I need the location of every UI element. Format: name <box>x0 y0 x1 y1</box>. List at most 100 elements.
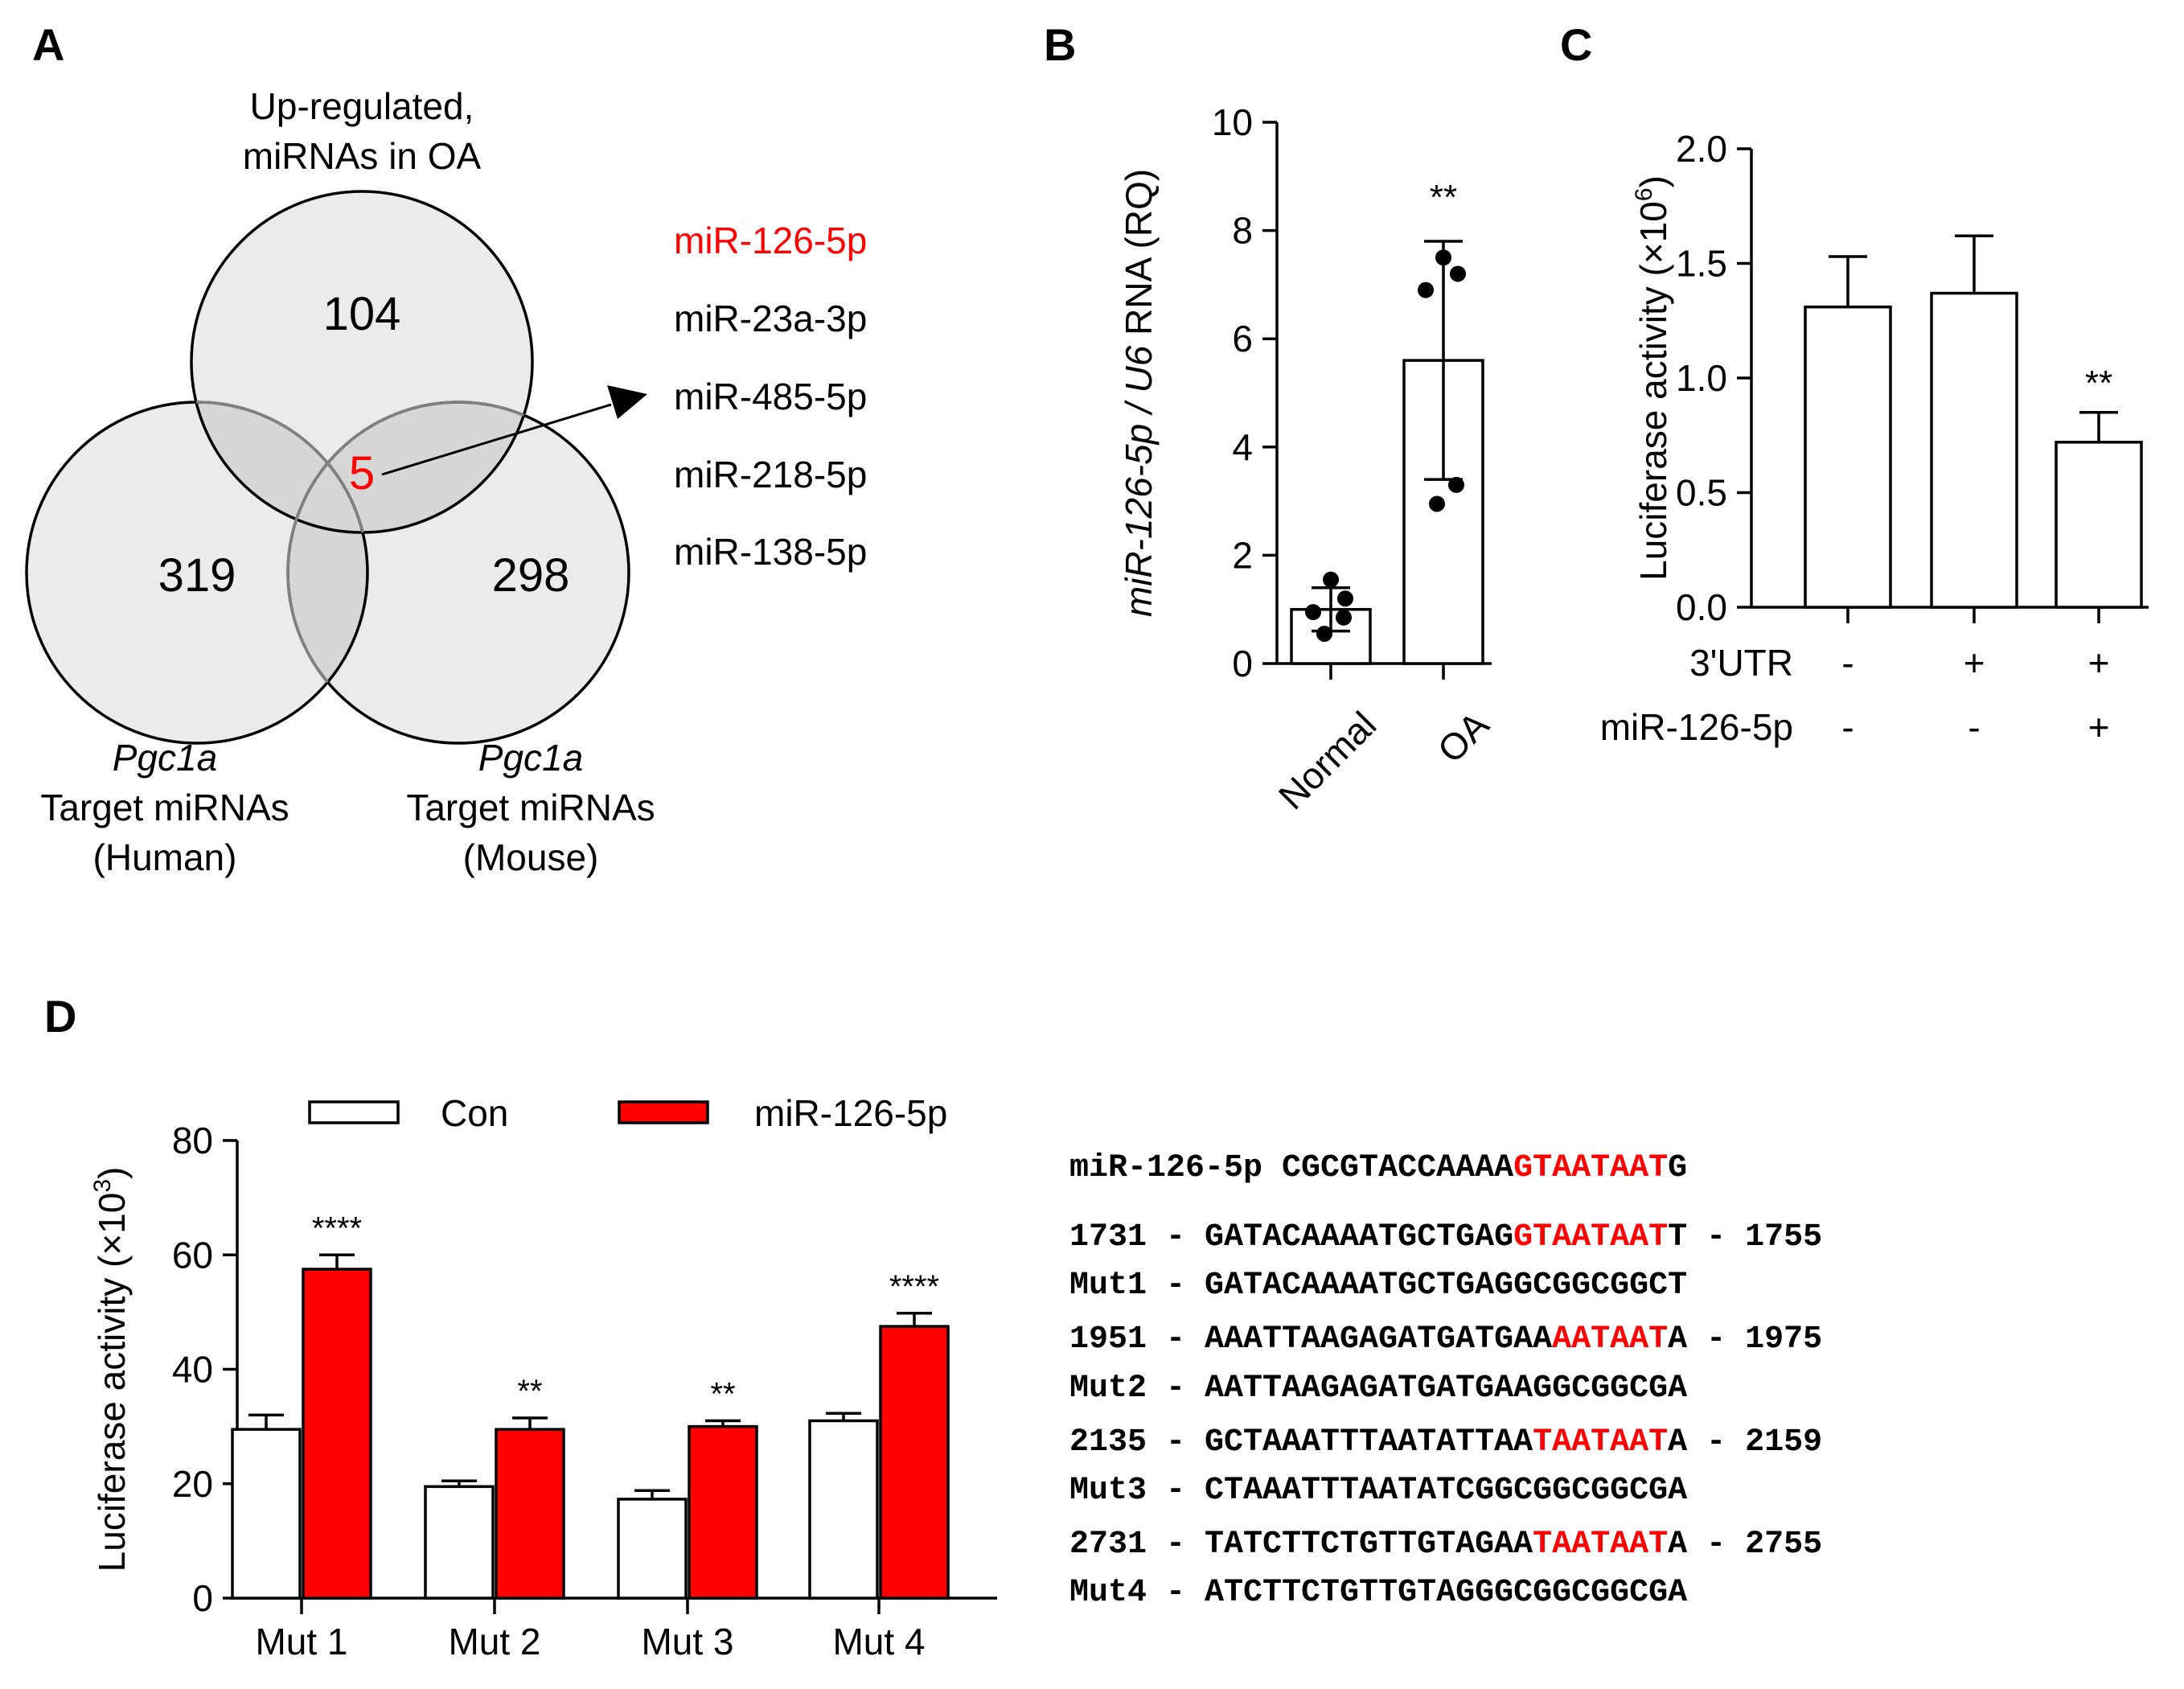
venn-top-label-line1: Up-regulated, <box>250 85 474 127</box>
y-tick-label: 8 <box>1232 210 1253 252</box>
data-point <box>1323 571 1339 588</box>
y-tick-label: 6 <box>1232 318 1253 360</box>
significance-label: ** <box>2085 364 2112 403</box>
venn-top-label-line2: miRNAs in OA <box>243 135 482 177</box>
sequence-row: Mut3 - CTAAATTTAATATCGGCGGCGGCGA <box>1069 1473 1687 1509</box>
x-tick-label: OA <box>1430 703 1497 771</box>
sequence-text: Mut4 - ATCTTCTGTTGTAGGGCGGCGGCGA <box>1069 1575 1687 1611</box>
y-tick-label: 0 <box>192 1577 213 1619</box>
y-axis-label-part: ) <box>1632 175 1674 187</box>
sequence-row: 2731 - TATCTTCTGTTGTAGAATAATAATA - 2755 <box>1069 1527 1822 1563</box>
mirna-list-item: miR-218-5p <box>674 454 867 495</box>
data-point <box>1435 249 1451 266</box>
y-tick-label: 0.0 <box>1676 586 1727 628</box>
venn-right-label-line3: (Mouse) <box>463 836 599 878</box>
sequence-text: G <box>1668 1150 1687 1186</box>
y-tick-label: 1.0 <box>1676 357 1727 399</box>
bar-mir <box>302 1268 372 1600</box>
sequence-text: 1951 - AAATTAAGAGATGATGAA <box>1069 1321 1552 1358</box>
sequence-row: Mut2 - AATTAAGAGATGATGAAGGCGGCGA <box>1069 1371 1687 1407</box>
significance-label: ** <box>1430 178 1457 217</box>
panel-letter-d: D <box>44 991 76 1042</box>
sequence-text: Mut2 - AATTAAGAGATGATGAAGGCGGCGA <box>1069 1371 1687 1407</box>
venn-count-top: 104 <box>323 288 401 340</box>
data-point <box>1305 604 1321 621</box>
y-tick-label: 40 <box>172 1349 213 1391</box>
y-axis-label: miR-126-5p / U6 RNA (RQ) <box>1118 169 1160 617</box>
legend-label: Con <box>441 1092 508 1134</box>
y-axis-label-part: Luciferase activity (×10 <box>91 1193 133 1572</box>
y-tick-label: 80 <box>172 1120 213 1161</box>
sequence-text: Mut1 - GATACAAAATGCTGAGGCGGCGGCT <box>1069 1268 1687 1304</box>
venn-arrow-head <box>607 385 647 419</box>
data-point <box>1336 609 1352 626</box>
bar-mir <box>688 1424 758 1600</box>
bar-mir <box>495 1428 565 1600</box>
y-axis-label: Luciferase activity (×106) <box>1631 175 1674 581</box>
chart-b: 0 2 4 6 8 10 Normal ** OA miR-126-5p / U6 RNA (RQ… <box>1118 101 1497 817</box>
data-point <box>1448 476 1464 493</box>
y-axis-label-part: RNA (RQ) <box>1118 169 1160 346</box>
significance-label: ** <box>710 1377 735 1412</box>
y-tick-label: 1.5 <box>1676 243 1727 285</box>
sequence-seed-highlight: TAATAAT <box>1533 1424 1668 1461</box>
sequence-text: 2135 - GCTAAATTTAATATTAA <box>1069 1424 1533 1461</box>
y-axis-label-part: ) <box>91 1167 133 1179</box>
venn-arrow-line <box>381 403 612 476</box>
legend-swatch <box>618 1100 709 1124</box>
bar <box>2055 441 2143 609</box>
sequence-row: Mut1 - GATACAAAATGCTGAGGCGGCGGCT <box>1069 1268 1687 1304</box>
mirna-list-item: miR-138-5p <box>674 531 867 573</box>
venn-right-label-gene: Pgc1a <box>478 737 583 779</box>
sequence-text: miR-126-5p CGCGTACCAAAA <box>1069 1150 1513 1186</box>
venn-left-label-line2: Target miRNAs <box>40 787 289 828</box>
y-axis-label-exponent: 6 <box>1631 187 1657 201</box>
chart-d: 0 20 40 60 80 **** Mut 1 ** Mut 2 ** Mut 3 **** Mut … <box>89 1092 997 1662</box>
panel-letter-b: B <box>1044 19 1076 70</box>
y-tick-label: 0 <box>1232 643 1253 684</box>
venn-left-label-line3: (Human) <box>93 836 237 878</box>
sequence-row: 1731 - GATACAAAATGCTGAGGTAATAATT - 1755 <box>1069 1219 1822 1255</box>
sequence-text: A - 2755 <box>1668 1527 1822 1563</box>
condition-value: - <box>1968 706 1980 748</box>
venn-arc-left-in-top <box>191 401 369 532</box>
venn-right-label-line2: Target miRNAs <box>406 787 655 828</box>
y-axis-label-part: U6 <box>1118 345 1160 392</box>
mirna-list-item: miR-23a-3p <box>674 298 867 339</box>
significance-label: **** <box>889 1269 939 1305</box>
y-axis-label-part: miR-126-5p / <box>1118 392 1160 617</box>
sequence-text: 2731 - TATCTTCTGTTGTAGAA <box>1069 1527 1533 1563</box>
venn-arc-right-in-left <box>286 402 367 743</box>
y-tick-label: 4 <box>1232 426 1253 468</box>
venn-count-right: 298 <box>492 549 570 602</box>
panel-letter-c: C <box>1560 19 1592 70</box>
x-tick-label: Normal <box>1271 704 1385 818</box>
bar-con <box>231 1428 302 1600</box>
data-point <box>1418 282 1434 298</box>
condition-value: - <box>1841 642 1854 684</box>
sequence-text: T - 1755 <box>1668 1219 1822 1255</box>
y-tick-label: 20 <box>172 1463 213 1505</box>
x-tick-label: Mut 1 <box>255 1621 347 1662</box>
y-axis-label-part: Luciferase activity (×10 <box>1632 201 1674 581</box>
venn-diagram: Up-regulated, miRNAs in OA 104 319 298 5… <box>25 85 867 878</box>
legend-label: miR-126-5p <box>754 1092 947 1134</box>
y-axis-label-exponent: 3 <box>89 1179 116 1193</box>
data-point <box>1316 625 1332 642</box>
sequence-row: Mut4 - ATCTTCTGTTGTAGGGCGGCGGCGA <box>1069 1575 1687 1611</box>
y-tick-label: 0.5 <box>1676 472 1727 514</box>
significance-label: ** <box>517 1374 542 1409</box>
legend-swatch <box>308 1100 400 1124</box>
bar-con <box>617 1498 688 1600</box>
chart-c: 0.0 0.5 1.0 1.5 2.0 ** 3'UTR - + + miR-126-5p - - + Lu… <box>1600 128 2149 748</box>
venn-left-label-gene: Pgc1a <box>113 737 217 779</box>
sequence-row: 2135 - GCTAAATTTAATATTAATAATAATA - 2159 <box>1069 1424 1822 1461</box>
data-point <box>1450 265 1466 282</box>
y-tick-label: 2 <box>1232 534 1253 576</box>
condition-value: + <box>1964 642 1985 684</box>
sequence-seed-highlight: GTAATAAT <box>1513 1150 1668 1186</box>
sequence-header: miR-126-5p CGCGTACCAAAAGTAATAATG <box>1069 1150 1687 1186</box>
sequence-text: 1731 - GATACAAAATGCTGAG <box>1069 1219 1513 1255</box>
bar-con <box>808 1419 879 1600</box>
data-point <box>1337 590 1353 607</box>
